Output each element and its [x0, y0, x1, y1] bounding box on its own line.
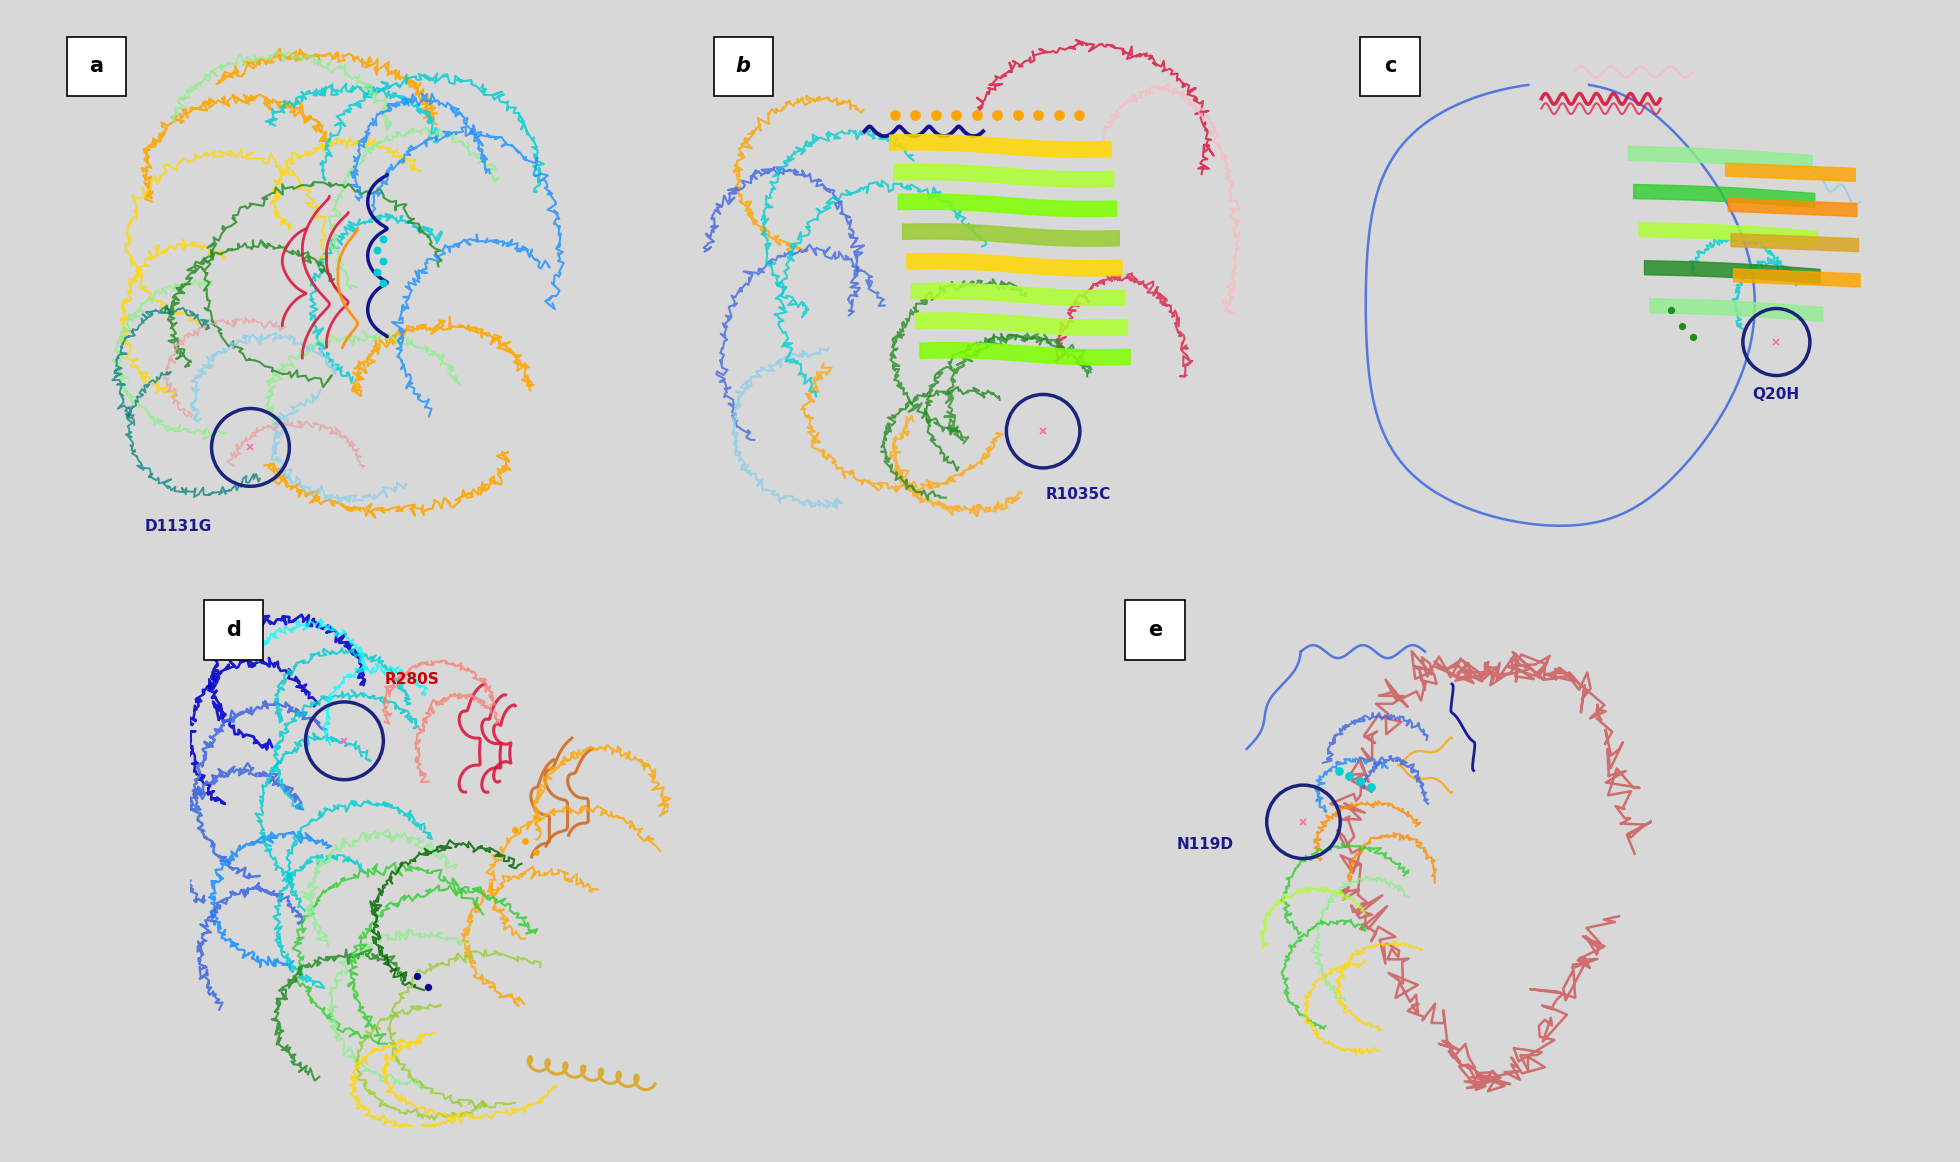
Point — [367, 230, 398, 249]
Text: c: c — [1384, 57, 1396, 77]
Point — [1333, 767, 1364, 786]
Point — [510, 832, 541, 851]
Text: R1035C: R1035C — [1047, 487, 1111, 502]
Point — [1043, 106, 1074, 124]
Text: D1131G: D1131G — [145, 519, 212, 535]
Point — [1666, 316, 1697, 335]
Point — [982, 106, 1013, 124]
Point — [363, 263, 394, 281]
Point — [919, 106, 951, 124]
Text: e: e — [1149, 621, 1162, 640]
Text: N119D: N119D — [1176, 837, 1233, 852]
FancyBboxPatch shape — [204, 601, 263, 660]
Point — [363, 241, 394, 259]
Point — [1345, 772, 1376, 790]
Point — [367, 252, 398, 271]
Point — [521, 842, 553, 861]
Point — [412, 977, 443, 996]
Point — [1002, 106, 1033, 124]
Point — [900, 106, 931, 124]
FancyBboxPatch shape — [1360, 37, 1419, 96]
Point — [941, 106, 972, 124]
Text: Q20H: Q20H — [1752, 387, 1799, 402]
Point — [1678, 328, 1709, 346]
Text: d: d — [225, 621, 241, 640]
FancyBboxPatch shape — [713, 37, 772, 96]
Text: R280S: R280S — [384, 672, 439, 687]
Text: a: a — [90, 57, 104, 77]
FancyBboxPatch shape — [1125, 601, 1184, 660]
Point — [1656, 300, 1688, 318]
Point — [1064, 106, 1096, 124]
Point — [1323, 761, 1354, 780]
FancyBboxPatch shape — [67, 37, 125, 96]
Point — [367, 273, 398, 292]
Point — [402, 967, 433, 985]
Point — [500, 820, 531, 839]
Point — [1354, 777, 1386, 796]
Point — [960, 106, 992, 124]
Text: b: b — [735, 57, 751, 77]
Point — [878, 106, 909, 124]
Point — [1023, 106, 1054, 124]
